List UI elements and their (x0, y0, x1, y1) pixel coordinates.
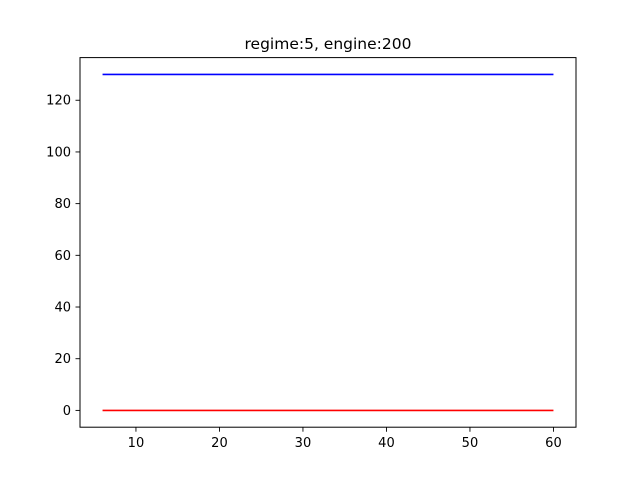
x-tick-label: 50 (462, 436, 479, 451)
x-tick-label: 40 (378, 436, 395, 451)
y-tick-label: 80 (54, 197, 71, 212)
y-tick-label: 40 (54, 301, 71, 316)
x-tick-label: 60 (545, 436, 562, 451)
y-tick-label: 20 (54, 352, 71, 367)
y-tick-label: 0 (63, 404, 71, 419)
y-tick-label: 120 (46, 94, 71, 109)
chart-title: regime:5, engine:200 (245, 35, 412, 53)
x-tick-label: 30 (295, 436, 312, 451)
y-tick-label: 100 (46, 145, 71, 160)
y-tick-label: 60 (54, 249, 71, 264)
x-tick-label: 20 (211, 436, 228, 451)
series-layer (102, 73, 554, 412)
x-tick-label: 10 (128, 436, 145, 451)
ticks-layer: 10 20 30 40 50 60 0 20 40 60 80 100 120 (46, 94, 562, 451)
plot-frame (79, 57, 577, 428)
